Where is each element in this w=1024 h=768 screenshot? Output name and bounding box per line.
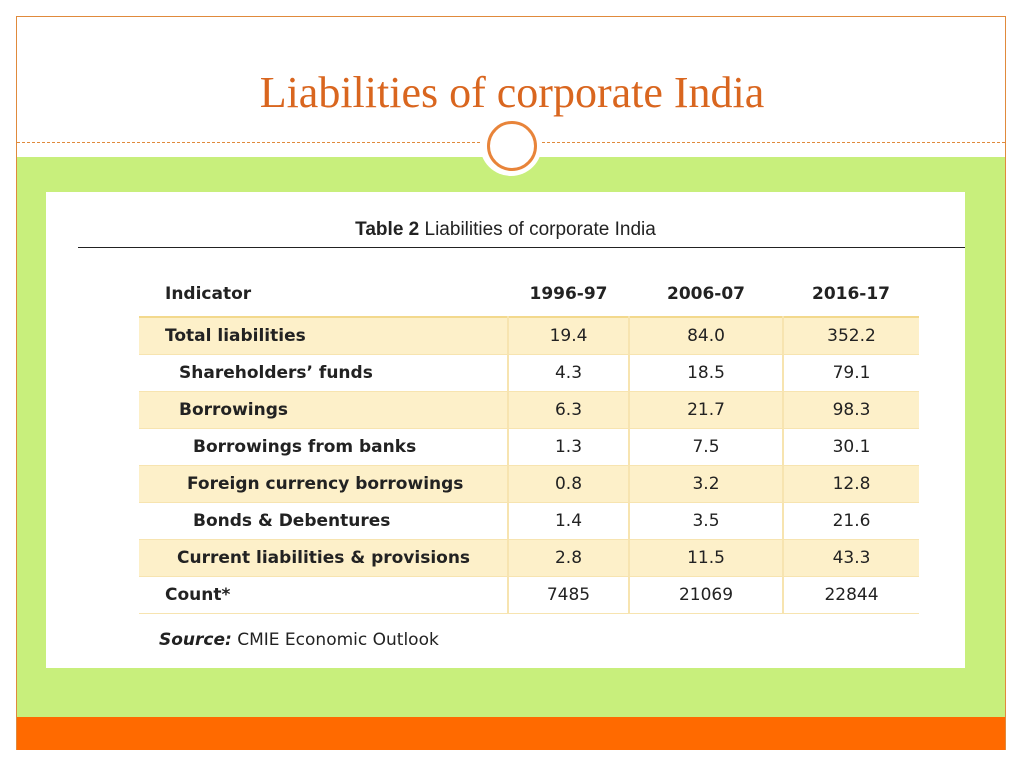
table-row: Shareholders’ funds 4.3 18.5 79.1 [139, 354, 919, 392]
cell-value: 2.8 [508, 539, 630, 577]
cell-value: 79.1 [783, 354, 919, 392]
table-caption-number: Table 2 [355, 219, 420, 240]
row-label: Current liabilities & provisions [139, 539, 509, 577]
liabilities-table: Indicator 1996-97 2006-07 2016-17 Total … [139, 272, 919, 614]
table-row: Borrowings from banks 1.3 7.5 30.1 [139, 428, 919, 466]
cell-value: 21.7 [629, 391, 784, 429]
table-row: Current liabilities & provisions 2.8 11.… [139, 539, 919, 577]
cell-value: 84.0 [629, 316, 784, 355]
row-label: Bonds & Debentures [139, 502, 509, 540]
cell-value: 18.5 [629, 354, 784, 392]
cell-value: 43.3 [783, 539, 919, 577]
cell-value: 12.8 [783, 465, 919, 503]
header-indicator: Indicator [139, 272, 508, 317]
cell-value: 4.3 [508, 354, 630, 392]
ring-icon [487, 121, 537, 171]
table-row: Count* 7485 21069 22844 [139, 576, 919, 614]
table-row: Bonds & Debentures 1.4 3.5 21.6 [139, 502, 919, 540]
source-label: Source: [159, 630, 232, 650]
cell-value: 1.4 [508, 502, 630, 540]
slide-title: Liabilities of corporate India [259, 68, 765, 117]
cell-value: 0.8 [508, 465, 630, 503]
table-source: Source: CMIE Economic Outlook [159, 630, 439, 650]
cell-value: 6.3 [508, 391, 630, 429]
cell-value: 352.2 [783, 316, 919, 355]
table-row: Borrowings 6.3 21.7 98.3 [139, 391, 919, 429]
table-image-panel: Table 2 Liabilities of corporate India I… [46, 192, 965, 668]
source-text: CMIE Economic Outlook [237, 630, 439, 650]
table-caption-text: Liabilities of corporate India [424, 219, 656, 240]
header-year: 2006-07 [629, 272, 783, 317]
row-label: Foreign currency borrowings [139, 465, 509, 503]
row-label: Borrowings from banks [139, 428, 509, 466]
cell-value: 1.3 [508, 428, 630, 466]
cell-value: 30.1 [783, 428, 919, 466]
row-label: Total liabilities [139, 316, 509, 355]
table-row: Foreign currency borrowings 0.8 3.2 12.8 [139, 465, 919, 503]
cell-value: 22844 [783, 576, 919, 614]
caption-rule [78, 247, 965, 248]
footer-band [17, 717, 1005, 750]
cell-value: 98.3 [783, 391, 919, 429]
row-label: Shareholders’ funds [139, 354, 509, 392]
table-header-row: Indicator 1996-97 2006-07 2016-17 [139, 272, 919, 317]
cell-value: 7485 [508, 576, 630, 614]
header-year: 2016-17 [783, 272, 919, 317]
row-label: Borrowings [139, 391, 509, 429]
table-caption: Table 2 Liabilities of corporate India [46, 219, 965, 241]
cell-value: 3.5 [629, 502, 784, 540]
cell-value: 3.2 [629, 465, 784, 503]
cell-value: 21.6 [783, 502, 919, 540]
cell-value: 11.5 [629, 539, 784, 577]
cell-value: 21069 [629, 576, 784, 614]
slide: Liabilities of corporate India Table 2 L… [16, 16, 1006, 750]
cell-value: 19.4 [508, 316, 630, 355]
cell-value: 7.5 [629, 428, 784, 466]
header-year: 1996-97 [508, 272, 629, 317]
table-row: Total liabilities 19.4 84.0 352.2 [139, 316, 919, 355]
row-label: Count* [139, 576, 509, 614]
